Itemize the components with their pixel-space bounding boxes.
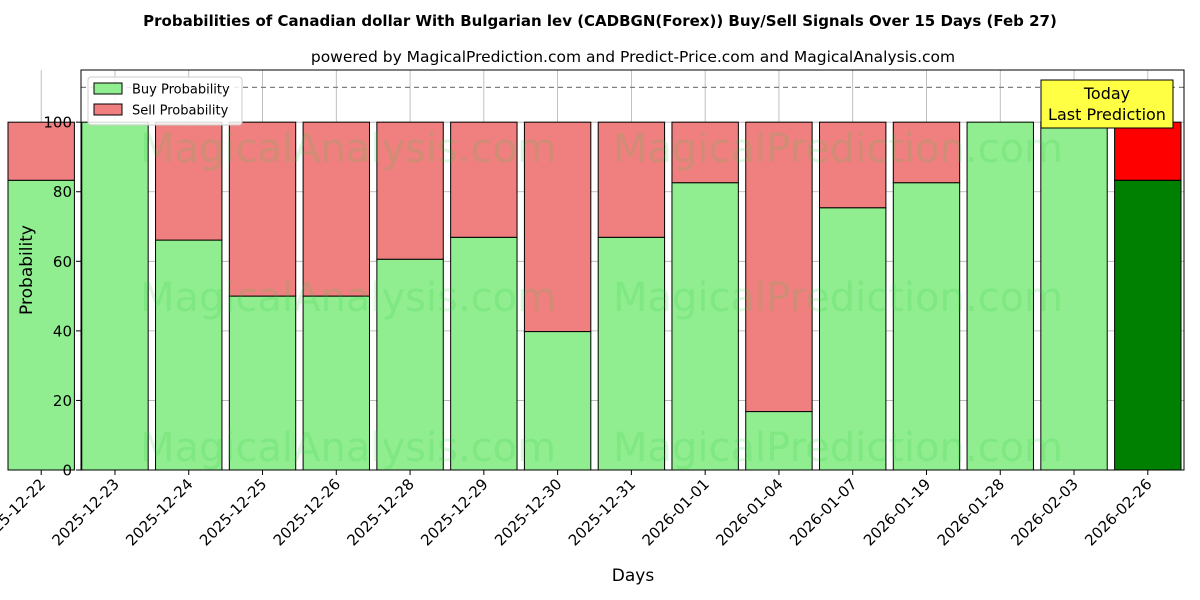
x-tick-label: 2025-12-23 <box>48 475 122 549</box>
x-tick-label: 2026-01-01 <box>639 475 713 549</box>
bar-sell <box>155 121 223 241</box>
watermark-text: MagicalPrediction.com <box>613 425 1063 471</box>
legend-box <box>87 76 243 126</box>
annotation-box <box>1040 79 1174 129</box>
y-axis-label: Probability <box>17 225 37 315</box>
legend-label: Buy Probability <box>132 83 230 98</box>
bar-sell <box>597 121 666 238</box>
bar-sell <box>376 121 444 260</box>
y-tick-label: 100 <box>43 114 72 132</box>
bar-buy <box>155 239 223 471</box>
bar-sell <box>892 121 961 184</box>
x-tick-label: 2026-02-26 <box>1081 475 1155 549</box>
bar-buy <box>1114 179 1182 471</box>
x-axis-label: Days <box>612 566 655 586</box>
bar-buy <box>523 331 592 471</box>
bar-sell <box>302 121 370 297</box>
x-tick-label: 2025-12-31 <box>565 475 639 549</box>
x-tick-label: 2025-12-24 <box>122 475 196 549</box>
bar-buy <box>745 411 813 471</box>
legend: Buy Probability Sell Probability <box>87 76 243 126</box>
bar-buy <box>302 295 370 471</box>
y-tick-label: 60 <box>53 253 72 271</box>
bar-sell <box>671 121 739 184</box>
x-tick-label: 2026-01-07 <box>786 475 860 549</box>
plot-frame <box>80 69 1185 471</box>
bars <box>7 121 1182 471</box>
y-axis: 0 20 40 60 80 100 <box>43 114 81 480</box>
x-tick-label: 2026-01-28 <box>934 475 1008 549</box>
x-tick-label: 2026-01-19 <box>860 475 934 549</box>
bar-buy <box>597 236 666 471</box>
x-tick-label: 2026-01-04 <box>712 475 786 549</box>
watermark-text: MagicalPrediction.com <box>613 126 1063 172</box>
bar-sell <box>745 121 813 413</box>
legend-swatch <box>93 103 123 116</box>
bar-buy <box>819 207 887 471</box>
x-tick-label: 2025-12-29 <box>417 475 491 549</box>
x-tick-label: 2025-12-28 <box>344 475 418 549</box>
bar-buy <box>892 182 961 471</box>
legend-swatch <box>93 82 123 95</box>
watermarks: MagicalAnalysis.com MagicalPrediction.com… <box>140 126 1063 471</box>
bar-sell <box>7 121 75 181</box>
watermark-text: MagicalAnalysis.com <box>140 425 556 471</box>
today-annotation: Today Last Prediction <box>1040 79 1174 129</box>
x-axis: 2025-12-22 2025-12-23 2025-12-24 2025-12-25… <box>0 470 1156 549</box>
watermark-text: MagicalAnalysis.com <box>140 126 556 172</box>
legend-label: Sell Probability <box>132 104 229 119</box>
bar-buy <box>1040 121 1108 471</box>
bar-sell <box>228 121 297 297</box>
bar-sell <box>450 121 518 238</box>
annotation-text: Today <box>1083 84 1130 103</box>
x-tick-label: 2025-12-30 <box>491 475 565 549</box>
x-tick-label: 2025-12-25 <box>196 475 270 549</box>
watermark-text: MagicalPrediction.com <box>613 275 1063 321</box>
watermark-text: MagicalAnalysis.com <box>140 275 556 321</box>
bar-sell <box>523 121 592 333</box>
bar-buy <box>966 121 1034 471</box>
bar-sell <box>1114 121 1182 181</box>
y-tick-label: 0 <box>62 462 72 480</box>
bar-buy <box>81 121 149 471</box>
bar-sell <box>819 121 887 209</box>
x-tick-label: 2026-02-03 <box>1007 475 1081 549</box>
y-tick-label: 40 <box>53 322 72 340</box>
annotation-text: Last Prediction <box>1048 105 1166 124</box>
x-tick-label: 2025-12-22 <box>0 475 49 549</box>
chart-subtitle: powered by MagicalPrediction.com and Pre… <box>311 48 955 66</box>
x-tick-label: 2025-12-26 <box>270 475 344 549</box>
y-tick-label: 20 <box>53 392 72 410</box>
chart-title: Probabilities of Canadian dollar With Bu… <box>143 12 1057 30</box>
y-tick-label: 80 <box>53 183 72 201</box>
